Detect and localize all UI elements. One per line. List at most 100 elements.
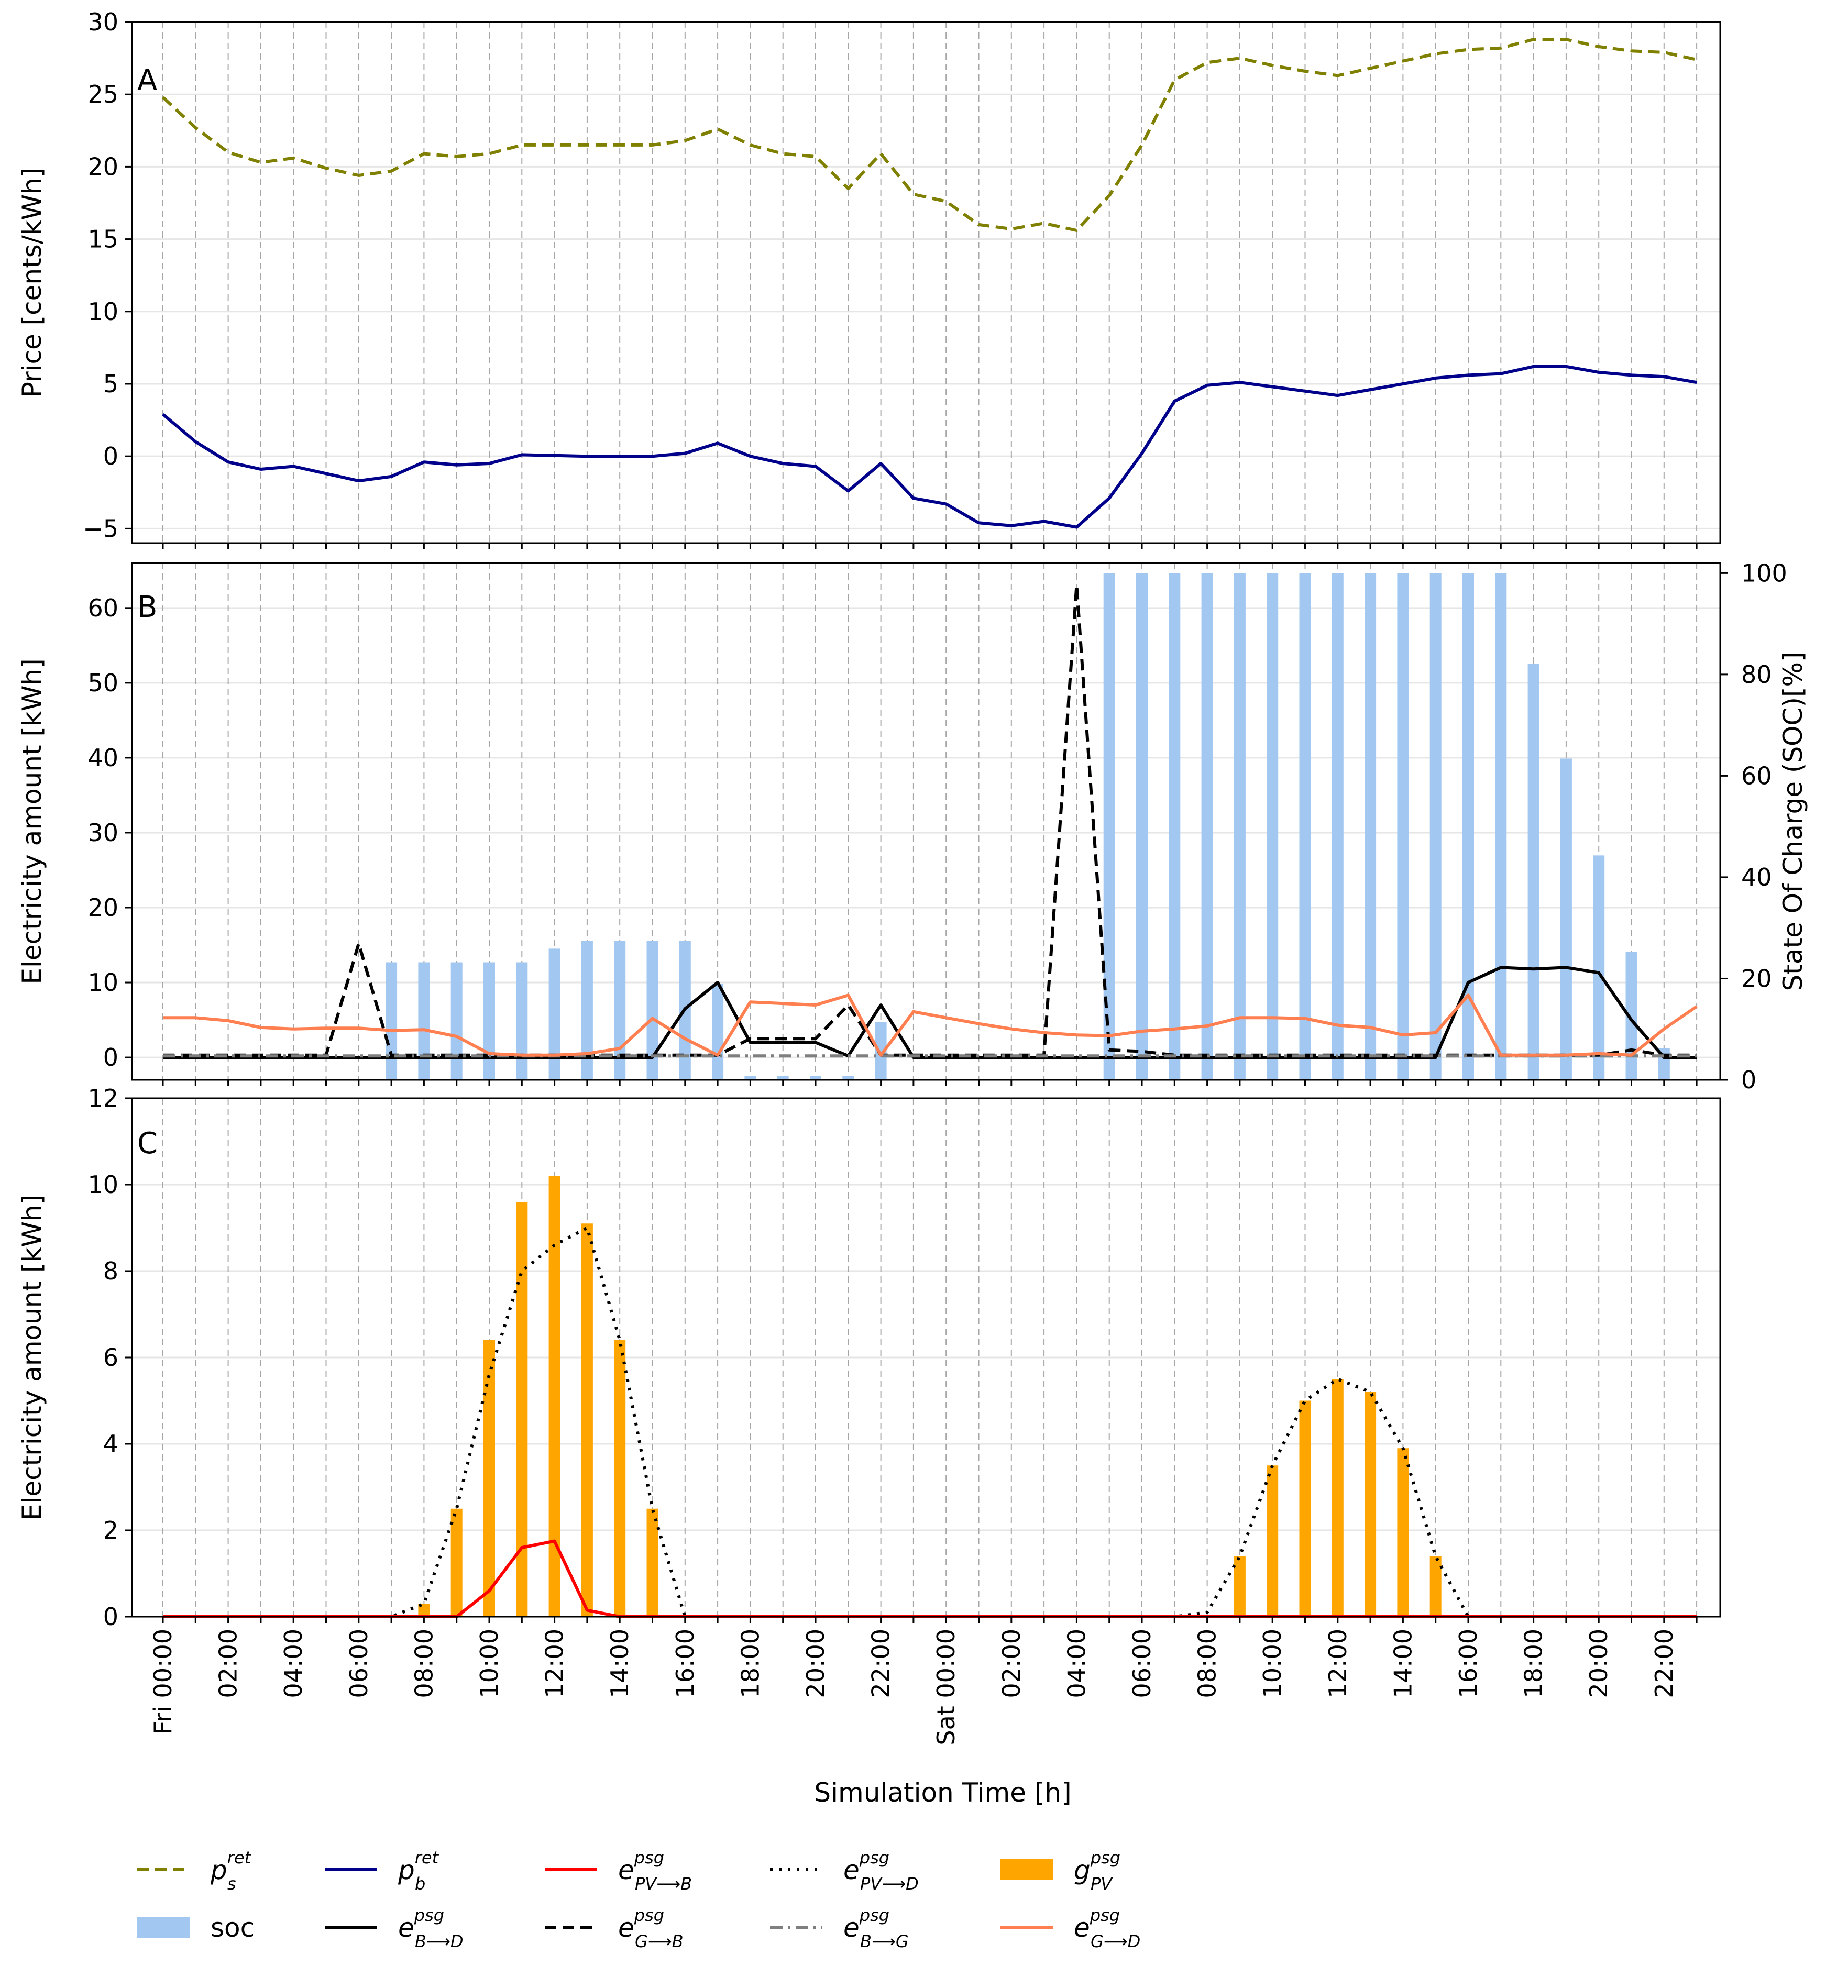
- x-tick-label: 22:00: [1650, 1629, 1678, 1698]
- pv-generation-bar: [483, 1340, 495, 1617]
- pv-generation-bar: [418, 1604, 430, 1617]
- soc-bar: [483, 962, 495, 1080]
- legend-label-subscript: B⟶G: [860, 1931, 909, 1951]
- panel-b-y-tick-label: 10: [87, 968, 118, 997]
- legend-label-superscript: psg: [634, 1905, 664, 1925]
- pv-generation-bar: [1365, 1392, 1377, 1617]
- x-tick-label: 06:00: [345, 1629, 373, 1698]
- soc-bar: [1332, 573, 1344, 1080]
- legend-label-superscript: ret: [415, 1848, 439, 1868]
- soc-bar: [548, 948, 560, 1080]
- legend-label-superscript: psg: [1090, 1905, 1120, 1925]
- x-tick-labels: Fri 00:00 02:00 04:00 06:00 08:00 10:00 12:00 1…: [149, 1629, 1678, 1746]
- panel-b-y-tick-label: 30: [87, 819, 118, 847]
- panel-c-y-tick-label: 12: [87, 1084, 118, 1112]
- x-tick-label: Sat 00:00: [932, 1629, 960, 1746]
- x-tick-label: 22:00: [867, 1629, 895, 1698]
- soc-bar: [614, 941, 626, 1080]
- x-tick-label: 02:00: [997, 1629, 1026, 1698]
- x-tick-label: 12:00: [1324, 1629, 1352, 1698]
- legend-label-superscript: psg: [859, 1848, 889, 1868]
- soc-bar: [1495, 573, 1507, 1080]
- x-tick-label: 02:00: [214, 1629, 243, 1698]
- panel-b-y-tick-label: 0: [103, 1043, 118, 1072]
- soc-bar: [1136, 573, 1148, 1080]
- x-tick-label: 08:00: [1193, 1629, 1222, 1698]
- soc-bar: [1103, 573, 1115, 1080]
- panel-a-axes: −5 0 5 10 15 20 25 30 Price [cents/kWh]: [17, 8, 1721, 549]
- legend-label-subscript: G⟶D: [1091, 1931, 1140, 1951]
- soc-bar: [1267, 573, 1279, 1080]
- series-line-e_gb: [163, 583, 1697, 1057]
- panel-b-soc-bars: [386, 573, 1670, 1080]
- soc-bar: [516, 962, 528, 1080]
- panel-c: 0 2 4 6 8 10 12 Electricity amount [kWh] C: [17, 1084, 1721, 1631]
- pv-generation-bar: [548, 1176, 560, 1617]
- soc-bar: [450, 962, 463, 1080]
- soc-bar: [1560, 758, 1572, 1080]
- pv-generation-bar: [614, 1340, 626, 1617]
- soc-bar: [386, 962, 398, 1080]
- soc-bar: [712, 984, 724, 1080]
- panel-b-frame: [131, 562, 1721, 1081]
- soc-bar: [1299, 573, 1311, 1080]
- soc-bar: [1365, 573, 1377, 1080]
- panel-a-y-tick-label: 30: [87, 8, 118, 36]
- panel-a-letter: A: [137, 63, 157, 97]
- soc-bar: [1169, 573, 1181, 1080]
- panel-b-y-tick-label: 20: [87, 893, 118, 922]
- pv-generation-bar: [516, 1202, 528, 1617]
- panel-c-y-tick-label: 6: [103, 1343, 118, 1372]
- pv-generation-bar: [1429, 1556, 1442, 1617]
- panel-a-marks: [161, 38, 1697, 529]
- panel-a-y-tick-label: 5: [103, 370, 118, 398]
- series-line-p_b: [162, 365, 1697, 529]
- legend-label: soc: [211, 1913, 255, 1943]
- x-tick-label: 12:00: [541, 1629, 569, 1698]
- series-line-e_gd: [163, 993, 1698, 1057]
- x-tick-label: 20:00: [1585, 1629, 1613, 1698]
- panel-c-pv-bars: [418, 1176, 1442, 1617]
- pv-generation-bar: [1332, 1379, 1344, 1617]
- soc-bar: [1527, 664, 1539, 1080]
- soc-bar: [842, 1076, 854, 1080]
- legend-item: soc: [137, 1913, 255, 1943]
- soc-bar: [777, 1076, 789, 1080]
- legend-label-superscript: psg: [1090, 1848, 1120, 1868]
- x-tick-label: 14:00: [1389, 1629, 1417, 1698]
- panel-c-y-tick-label: 2: [103, 1516, 118, 1544]
- soc-bar: [1201, 573, 1213, 1080]
- panel-b-y2-tick-label: 80: [1741, 660, 1772, 689]
- panel-b-y2-tick-label: 0: [1741, 1066, 1756, 1094]
- panel-c-y-tick-label: 8: [103, 1257, 118, 1285]
- soc-bar: [1429, 573, 1442, 1080]
- legend-label-subscript: PV⟶D: [860, 1874, 919, 1894]
- soc-bar: [1397, 573, 1409, 1080]
- panel-a-y-tick-label: −5: [83, 514, 118, 543]
- x-tick-label: 08:00: [410, 1629, 438, 1698]
- pv-generation-bar: [1299, 1400, 1311, 1617]
- x-axis-label: Simulation Time [h]: [814, 1777, 1071, 1808]
- panel-a-frame: [131, 21, 1721, 544]
- soc-bar: [744, 1076, 756, 1080]
- panel-c-letter: C: [137, 1126, 158, 1161]
- panel-b-y-axis-label: Electricity amount [kWh]: [17, 658, 47, 984]
- legend-label-superscript: psg: [859, 1905, 889, 1925]
- soc-bar: [581, 941, 593, 1080]
- panel-a-y-tick-label: 15: [87, 225, 118, 253]
- soc-bar: [1234, 573, 1246, 1080]
- panel-c-axes: 0 2 4 6 8 10 12 Electricity amount [kWh]: [17, 1084, 1721, 1631]
- panel-b-y-tick-label: 40: [87, 744, 118, 772]
- legend-label-subscript: PV: [1091, 1874, 1113, 1894]
- pv-generation-bar: [1234, 1556, 1246, 1617]
- panel-b: 0 20 40 60 80 100 State Of Charge (SOC)[%] 0 10 2…: [17, 559, 1808, 1094]
- panel-b-y2-tick-label: 100: [1741, 559, 1787, 587]
- legend-label-superscript: psg: [634, 1848, 664, 1868]
- panel-a-y-tick-label: 10: [87, 297, 118, 326]
- pv-generation-bar: [581, 1223, 593, 1617]
- x-tick-label: 06:00: [1128, 1629, 1156, 1698]
- panel-c-y-axis-label: Electricity amount [kWh]: [17, 1195, 47, 1520]
